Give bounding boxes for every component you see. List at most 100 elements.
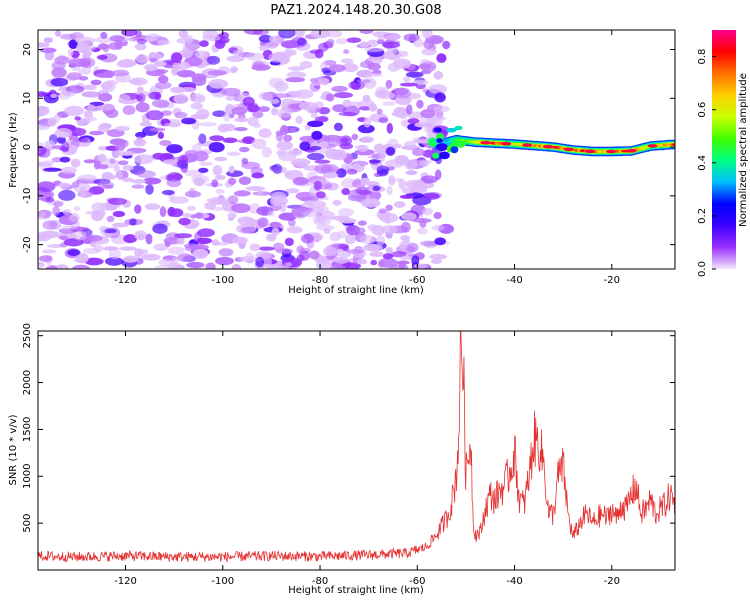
noise-blob: [289, 127, 297, 133]
noise-blob: [239, 146, 250, 153]
noise-blob: [357, 144, 369, 153]
noise-blob: [171, 173, 183, 181]
noise-blob: [377, 35, 385, 44]
noise-blob: [403, 140, 416, 149]
noise-blob: [373, 143, 385, 154]
noise-blob: [226, 55, 245, 62]
noise-blob: [186, 261, 205, 269]
noise-blob: [84, 257, 104, 266]
noise-blob: [245, 186, 266, 191]
noise-blob: [61, 225, 78, 231]
noise-blob: [212, 110, 227, 117]
colorbar-tick-label: 0.6: [697, 102, 708, 118]
noise-blob: [50, 77, 69, 87]
noise-blob: [335, 38, 348, 45]
colorbar-gradient: [712, 30, 736, 269]
noise-blob: [399, 255, 416, 261]
noise-blob: [286, 71, 306, 79]
noise-blob: [400, 235, 410, 241]
noise-blob: [257, 217, 269, 228]
noise-blob: [129, 218, 137, 226]
noise-blob: [296, 245, 305, 254]
noise-blob: [207, 70, 227, 76]
x-tick-label: -60: [409, 576, 425, 587]
noise-blob: [210, 199, 231, 205]
noise-blob: [371, 225, 386, 236]
noise-blob: [40, 230, 60, 239]
noise-blob: [382, 101, 396, 106]
noise-blob: [341, 262, 361, 269]
noise-blob: [215, 188, 225, 195]
noise-blob: [431, 224, 445, 231]
colorbar-ticks: 0.0 0.2 0.4 0.6 0.8: [697, 49, 716, 277]
noise-blob: [369, 251, 384, 257]
noise-blob: [75, 36, 95, 45]
snr-plot-area: [38, 331, 675, 563]
noise-blob: [368, 159, 382, 164]
noise-blob: [394, 155, 409, 165]
signal-peak: [626, 149, 637, 153]
colorbar: 0.0 0.2 0.4 0.6 0.8 Normalized spectral ampl…: [697, 30, 749, 277]
noise-blob: [270, 195, 288, 207]
noise-blob: [225, 95, 235, 101]
x-tick-label: -40: [506, 576, 522, 587]
noise-blob: [139, 121, 153, 127]
noise-blob: [388, 175, 396, 186]
noise-blob: [226, 151, 241, 156]
noise-blob: [252, 111, 264, 119]
snr-line: [38, 331, 675, 563]
noise-blob: [136, 95, 144, 101]
noise-blob: [372, 185, 381, 192]
noise-blob: [338, 218, 357, 224]
noise-blob: [378, 117, 389, 124]
noise-blob: [238, 176, 251, 185]
x-tick-label: -40: [506, 275, 522, 286]
noise-blob: [342, 63, 359, 73]
noise-blob: [111, 69, 130, 77]
noise-blob: [333, 92, 353, 99]
noise-blob: [356, 227, 366, 234]
noise-blob: [134, 204, 142, 214]
noise-blob: [159, 140, 172, 146]
noise-blob: [359, 234, 376, 245]
y-tick-label: 10: [22, 92, 33, 105]
signal-peak: [501, 141, 512, 146]
noise-blob: [74, 137, 88, 143]
noise-blob: [376, 235, 386, 246]
noise-blob: [307, 146, 322, 151]
noise-blob: [190, 102, 203, 110]
noise-blob: [418, 63, 432, 70]
noise-blob: [423, 193, 440, 200]
noise-blob: [391, 111, 402, 117]
noise-blob: [301, 233, 314, 244]
noise-blob: [122, 105, 136, 115]
noise-blob: [42, 190, 55, 199]
signal-ridge-segment: [671, 143, 675, 146]
noise-blob: [359, 30, 374, 34]
noise-blob: [93, 244, 104, 252]
noise-blob: [209, 135, 225, 142]
noise-blob: [442, 40, 451, 50]
noise-blob: [416, 99, 424, 109]
noise-blob: [367, 62, 381, 71]
noise-blob: [420, 240, 439, 247]
noise-blob: [137, 86, 144, 93]
noise-blob: [39, 212, 46, 218]
noise-blob: [79, 186, 86, 198]
noise-blob: [401, 212, 417, 221]
noise-blob: [399, 241, 408, 250]
noise-blob: [53, 114, 61, 123]
noise-blob: [80, 118, 92, 124]
noise-blob: [227, 212, 237, 219]
noise-blob: [165, 174, 173, 182]
noise-blob: [103, 228, 117, 234]
noise-blob: [104, 231, 113, 238]
noise-blob: [157, 131, 165, 139]
noise-blob: [258, 34, 273, 43]
noise-blob: [48, 264, 58, 269]
noise-blob: [268, 35, 278, 43]
noise-blob: [59, 33, 77, 40]
x-tick-label: -80: [312, 275, 328, 286]
spectrogram-frame: [37, 29, 676, 270]
